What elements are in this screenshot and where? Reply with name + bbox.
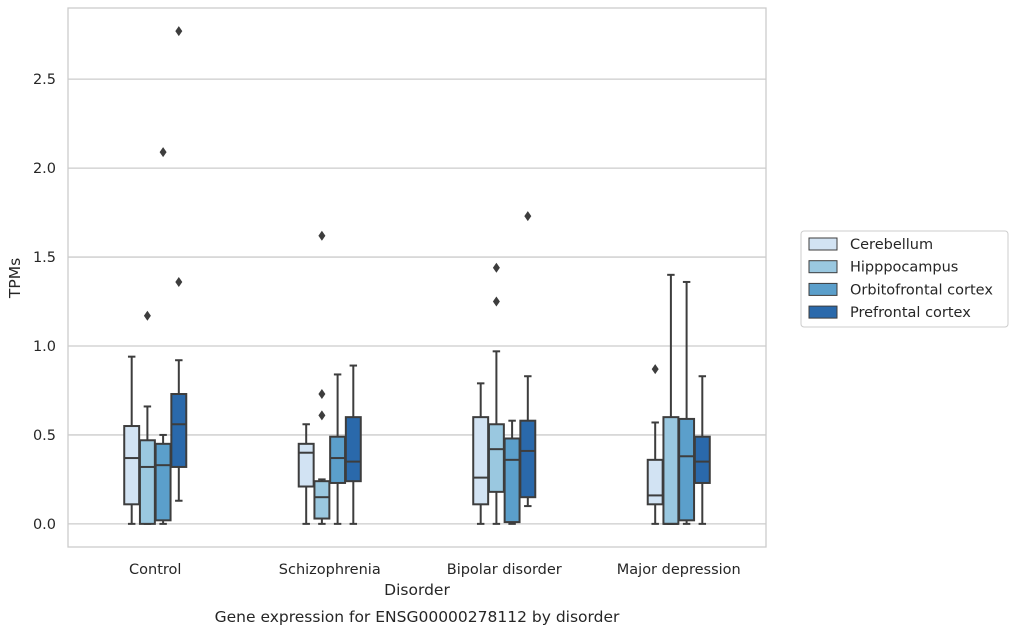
legend-entries: Cerebellum Hipppocampus Orbitofrontal cort… bbox=[808, 237, 993, 321]
legend-label: Cerebellum bbox=[850, 237, 933, 253]
box bbox=[487, 423, 505, 493]
box-group bbox=[519, 211, 537, 508]
boxes bbox=[123, 26, 711, 525]
box-group bbox=[138, 310, 156, 525]
box bbox=[313, 480, 331, 520]
x-axis-label: Disorder bbox=[384, 581, 450, 599]
box bbox=[678, 417, 696, 522]
box bbox=[519, 419, 537, 499]
box bbox=[344, 416, 362, 483]
box bbox=[297, 442, 315, 488]
y-axis-label: TPMs bbox=[6, 258, 24, 299]
outlier-point bbox=[492, 296, 500, 307]
box-group bbox=[693, 375, 711, 525]
box bbox=[329, 435, 347, 484]
y-tick-label: 0.0 bbox=[33, 517, 56, 533]
box bbox=[503, 437, 521, 524]
box-group bbox=[154, 147, 172, 525]
box-group bbox=[297, 423, 315, 525]
box bbox=[138, 439, 156, 525]
outlier-point bbox=[524, 211, 532, 222]
legend-label: Hipppocampus bbox=[850, 260, 958, 276]
outlier-point bbox=[159, 147, 167, 158]
box-group bbox=[313, 230, 331, 525]
outlier-point bbox=[318, 230, 326, 241]
outlier-point bbox=[651, 364, 659, 375]
x-tick-labels: Control Schizophrenia Bipolar disorder Majo… bbox=[129, 562, 741, 578]
legend-swatch bbox=[808, 305, 838, 319]
box bbox=[123, 425, 141, 506]
box-group bbox=[503, 419, 521, 525]
outlier-point bbox=[175, 26, 183, 37]
legend-label: Orbitofrontal cortex bbox=[850, 282, 993, 298]
x-tick-label: Schizophrenia bbox=[279, 562, 381, 578]
box-group bbox=[170, 26, 188, 502]
plot-frame bbox=[67, 7, 767, 548]
chart-caption: Gene expression for ENSG00000278112 by d… bbox=[215, 608, 620, 626]
box-group bbox=[662, 273, 680, 525]
box bbox=[170, 393, 188, 468]
outlier-point bbox=[175, 276, 183, 287]
outlier-point bbox=[492, 262, 500, 273]
box bbox=[154, 442, 172, 522]
box bbox=[472, 416, 490, 506]
legend-frame bbox=[800, 230, 1009, 328]
y-tick-label: 0.5 bbox=[33, 428, 56, 444]
y-tick-label: 1.5 bbox=[33, 250, 56, 266]
x-tick-label: Bipolar disorder bbox=[447, 562, 562, 578]
box-group bbox=[123, 355, 141, 525]
y-tick-label: 2.5 bbox=[33, 72, 56, 88]
y-tick-label: 2.0 bbox=[33, 161, 56, 177]
legend-label: Prefrontal cortex bbox=[850, 305, 971, 321]
box bbox=[693, 435, 711, 484]
box bbox=[646, 458, 664, 506]
x-tick-label: Control bbox=[129, 562, 181, 578]
box-group bbox=[344, 364, 362, 525]
legend-swatch bbox=[808, 260, 838, 274]
x-tick-label: Major depression bbox=[617, 562, 741, 578]
legend: Cerebellum Hipppocampus Orbitofrontal cort… bbox=[800, 230, 1009, 328]
y-tick-labels: 0.0 0.5 1.0 1.5 2.0 2.5 bbox=[33, 72, 56, 533]
outlier-point bbox=[318, 389, 326, 400]
legend-swatch bbox=[808, 237, 838, 251]
outlier-point bbox=[318, 410, 326, 421]
box bbox=[662, 416, 680, 525]
legend-swatch bbox=[808, 282, 838, 296]
outlier-point bbox=[143, 310, 151, 321]
y-tick-label: 1.0 bbox=[33, 339, 56, 355]
